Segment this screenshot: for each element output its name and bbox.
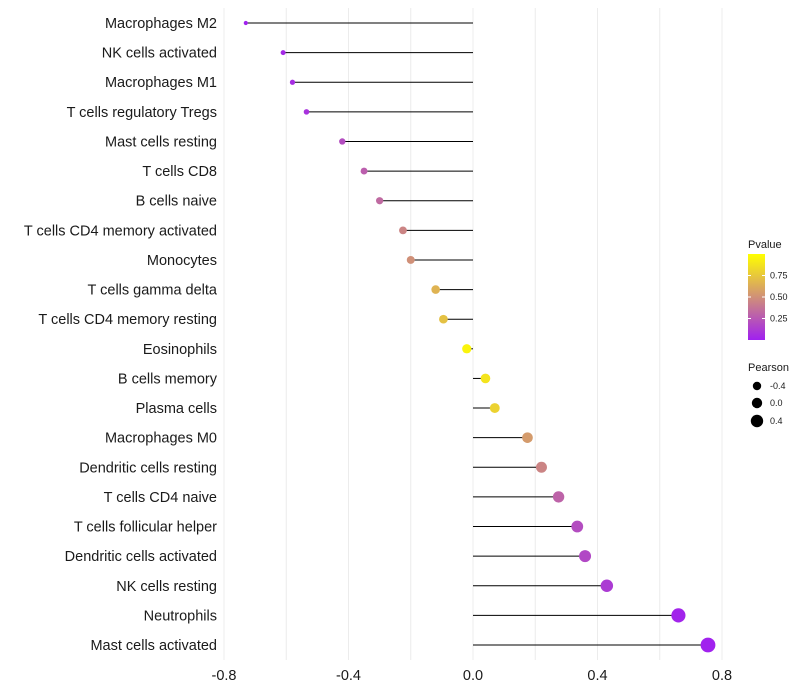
pearson-legend-dot-2	[750, 414, 764, 428]
x-tick-label-1: -0.4	[336, 668, 361, 684]
category-label-14: Macrophages M0	[105, 431, 217, 447]
point-16	[552, 491, 565, 503]
pvalue-colorbar	[748, 254, 765, 340]
category-label-3: T cells regulatory Tregs	[67, 105, 217, 121]
point-7	[399, 226, 407, 235]
category-label-1: NK cells activated	[102, 46, 217, 62]
category-label-21: Mast cells activated	[90, 638, 217, 654]
stem-layer	[245, 22, 708, 646]
point-17	[571, 520, 584, 533]
category-label-17: T cells follicular helper	[74, 520, 217, 536]
pvalue-legend: Pvalue 0.75 0.50 0.25	[748, 239, 788, 340]
point-5	[360, 167, 368, 175]
point-9	[431, 285, 440, 294]
pearson-legend-title: Pearson	[748, 362, 789, 374]
point-13	[489, 403, 500, 413]
category-label-12: B cells memory	[118, 371, 218, 387]
category-label-6: B cells naive	[136, 194, 217, 210]
pearson-legend-label-0: -0.4	[770, 381, 786, 391]
point-20	[671, 608, 686, 623]
pearson-legend-dot-1	[751, 397, 763, 409]
pvalue-tick-label-1: 0.50	[770, 292, 788, 302]
category-label-5: T cells CD8	[142, 164, 217, 180]
point-21	[700, 637, 716, 653]
point-11	[462, 344, 472, 354]
y-axis-labels: Macrophages M2 NK cells activated Macropha…	[24, 16, 218, 654]
grid-layer	[223, 8, 723, 660]
pearson-legend-label-2: 0.4	[770, 416, 783, 426]
x-tick-label-3: 0.4	[587, 668, 607, 684]
pearson-legend-label-1: 0.0	[770, 398, 783, 408]
category-label-10: T cells CD4 memory resting	[38, 312, 217, 328]
point-19	[600, 579, 614, 593]
point-2	[289, 79, 296, 85]
pearson-legend-dot-0	[752, 381, 762, 391]
category-label-19: NK cells resting	[116, 579, 217, 595]
point-6	[376, 197, 384, 205]
point-10	[439, 314, 448, 324]
category-label-2: Macrophages M1	[105, 75, 217, 91]
category-label-18: Dendritic cells activated	[65, 549, 217, 565]
point-3	[303, 109, 310, 115]
point-4	[339, 138, 346, 145]
pvalue-legend-title: Pvalue	[748, 239, 782, 251]
point-14	[522, 432, 533, 443]
x-tick-label-2: 0.0	[463, 668, 483, 684]
pearson-legend: Pearson -0.4 0.0 0.4	[748, 362, 789, 428]
pvalue-tick-label-2: 0.25	[770, 314, 788, 324]
point-8	[406, 255, 415, 264]
pvalue-tick-label-0: 0.75	[770, 271, 788, 281]
x-tick-label-0: -0.8	[212, 668, 237, 684]
category-label-0: Macrophages M2	[105, 16, 217, 32]
category-label-7: T cells CD4 memory activated	[24, 223, 217, 239]
point-12	[480, 373, 491, 384]
point-15	[535, 461, 547, 473]
category-label-9: T cells gamma delta	[88, 283, 218, 299]
category-label-15: Dendritic cells resting	[79, 460, 217, 476]
x-tick-label-4: 0.8	[712, 668, 732, 684]
category-label-4: Mast cells resting	[105, 134, 217, 150]
category-label-16: T cells CD4 naive	[104, 490, 217, 506]
dot-layer	[243, 20, 716, 653]
category-label-8: Monocytes	[147, 253, 217, 269]
category-label-11: Eosinophils	[143, 342, 217, 358]
point-1	[280, 50, 286, 56]
x-axis-ticks: -0.8 -0.4 0.0 0.4 0.8	[212, 668, 733, 684]
point-18	[579, 550, 592, 563]
category-label-13: Plasma cells	[136, 401, 217, 417]
point-0	[243, 20, 248, 26]
category-label-20: Neutrophils	[144, 608, 217, 624]
